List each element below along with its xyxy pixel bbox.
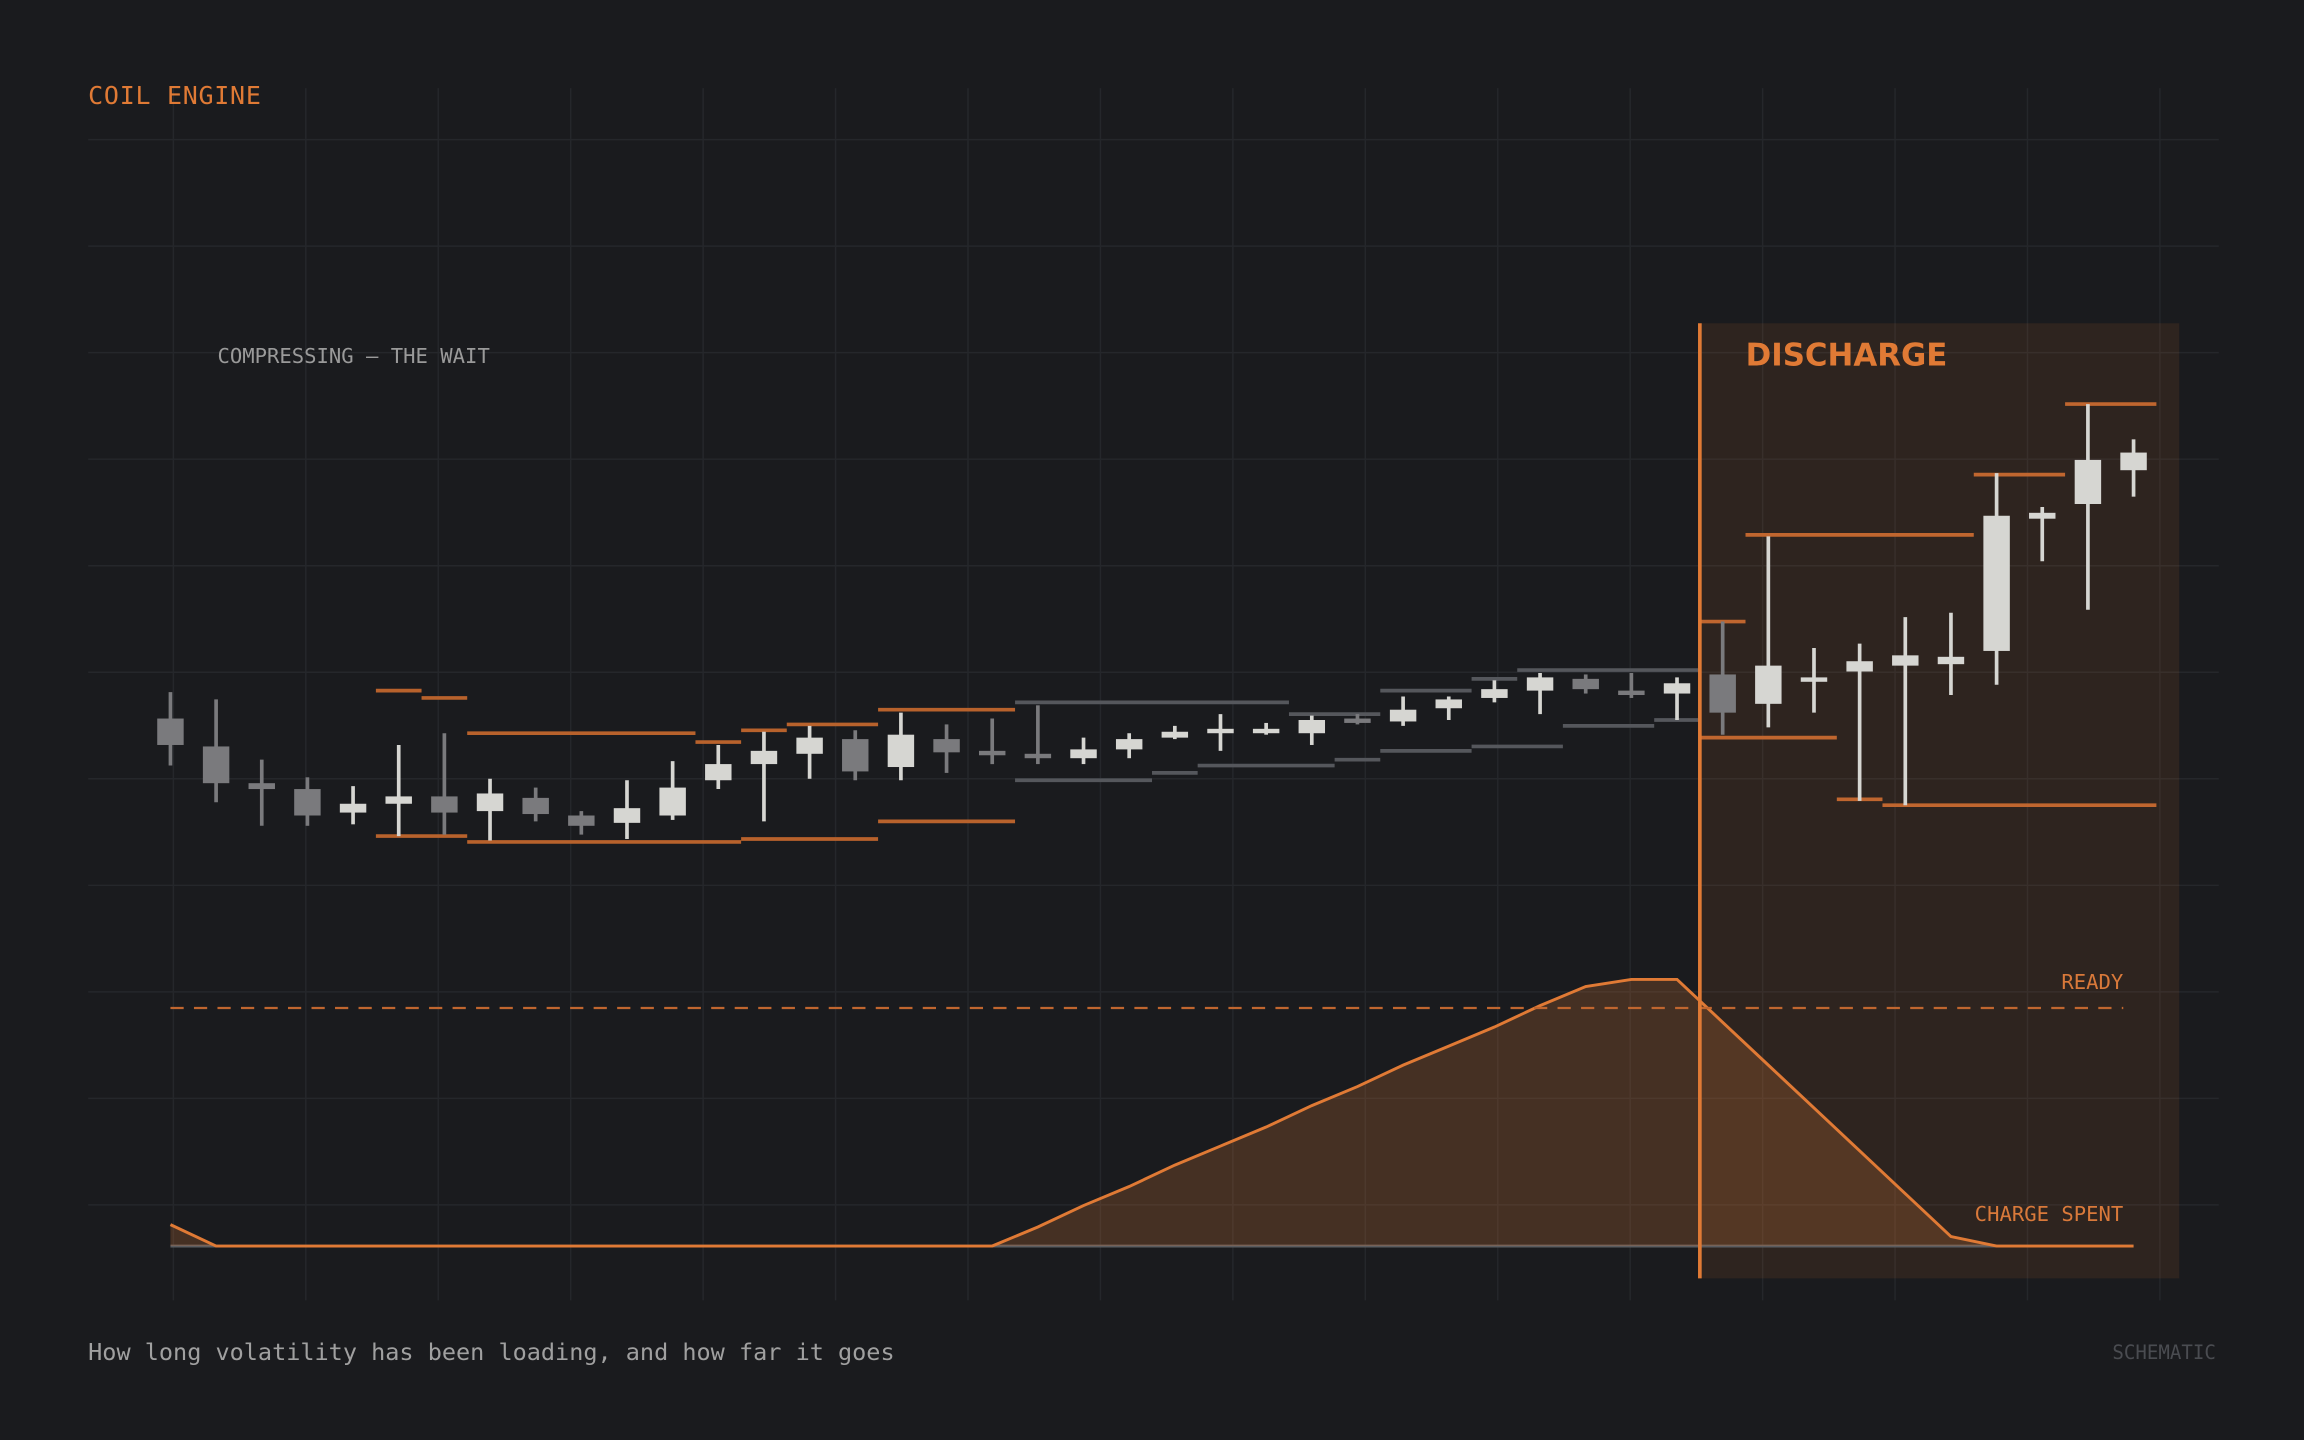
phase-annotation: COMPRESSING — THE WAIT [217, 344, 489, 368]
candle-body [705, 764, 732, 781]
candle-body [476, 793, 504, 812]
subtitle: How long volatility has been loading, an… [88, 1338, 894, 1366]
candle-body [796, 737, 823, 754]
candle-body [1024, 753, 1052, 759]
candle-body [978, 750, 1006, 756]
charge-spent-label: CHARGE SPENT [1975, 1202, 2124, 1226]
discharge-label: DISCHARGE [1746, 338, 1948, 374]
candle-body [1800, 677, 1828, 682]
candle-body [1252, 728, 1280, 734]
candle-body [1207, 728, 1234, 734]
candle-body [1115, 739, 1143, 750]
ready-label: READY [2061, 970, 2124, 994]
candle-body [1937, 656, 1965, 665]
candle-body [1389, 709, 1417, 722]
candle-body [1435, 699, 1462, 709]
candle-body [157, 718, 184, 745]
candle-body [1618, 690, 1645, 696]
candle-body [385, 796, 412, 804]
candle-body [613, 808, 641, 823]
candle-body [2074, 459, 2102, 504]
candle-body [431, 796, 458, 813]
schematic-note: SCHEMATIC [2112, 1341, 2215, 1364]
candle-body [339, 803, 367, 813]
charge-line [169, 977, 2134, 1248]
candle-body [522, 797, 549, 815]
candle-body [887, 734, 915, 768]
candle-body [842, 739, 869, 772]
candle-body [1070, 749, 1097, 759]
candle-body [1846, 661, 1873, 672]
candle-body [1298, 720, 1326, 734]
candle-body [1481, 689, 1508, 698]
candle-body [1892, 655, 1919, 666]
charge-area [170, 979, 2134, 1247]
candle-body [1161, 731, 1189, 738]
candle-body [1572, 678, 1599, 690]
candle-body [568, 815, 595, 826]
levels [375, 402, 2157, 844]
charge-panel [169, 323, 2134, 1279]
candle-body [1983, 515, 2010, 651]
candle-body [1663, 683, 1691, 694]
candle-body [2029, 512, 2056, 519]
candle-body [1526, 677, 1554, 691]
candle-body [1755, 665, 1782, 704]
candles [157, 404, 2147, 841]
candle-body [294, 789, 321, 816]
chart-title: COIL ENGINE [88, 81, 261, 110]
candle-body [1709, 674, 1736, 713]
candle-body [750, 750, 778, 765]
candle-body [2120, 452, 2147, 471]
candle-body [659, 787, 686, 816]
candle-body [202, 746, 230, 784]
candle-body [248, 783, 275, 790]
candle-body [933, 739, 960, 753]
candle-body [1344, 718, 1371, 723]
